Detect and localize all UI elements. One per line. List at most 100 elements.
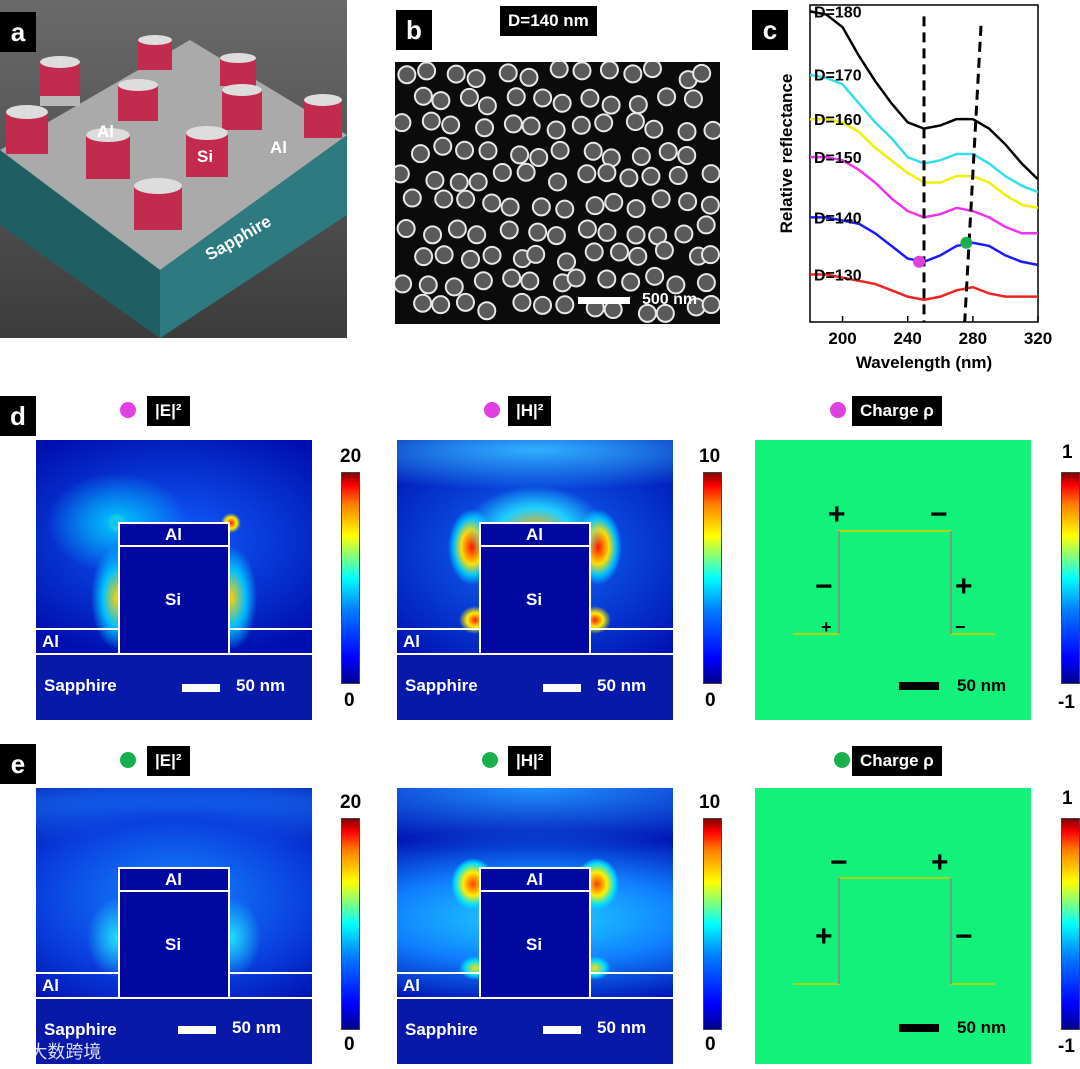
sem-particle (492, 162, 512, 182)
colorbar-max: 1 (1062, 442, 1073, 463)
sem-particle (520, 271, 540, 291)
label-al-top: Al (165, 525, 182, 544)
sem-particle (402, 188, 422, 208)
panel-label-d: d (0, 396, 36, 436)
sem-particle (700, 245, 720, 265)
sem-particle (459, 87, 479, 107)
field-map-d-e: Al Si Al Sapphire 50 nm (36, 440, 312, 720)
sem-particle (584, 242, 604, 262)
colorbar-min: 0 (705, 1034, 716, 1055)
label-al-film: Al (42, 632, 59, 651)
sem-particle (628, 95, 648, 115)
sem-particle (572, 62, 592, 81)
sem-particle (594, 113, 614, 133)
sem-particle (500, 197, 520, 217)
colorbar-max: 20 (340, 446, 362, 467)
panel-a-render (0, 0, 347, 338)
watermark: ◎ 大数跨境 (8, 1038, 101, 1064)
series-label: D=150 (814, 150, 862, 167)
sem-particle (654, 240, 674, 260)
colorbar-max: 10 (699, 446, 721, 467)
series-label: D=170 (814, 68, 862, 85)
sem-particle (467, 225, 487, 245)
x-tick-label: 200 (828, 329, 856, 348)
sem-particle (683, 89, 703, 109)
sem-particle (571, 115, 591, 135)
sem-particle (468, 172, 488, 192)
sem-particle (396, 219, 416, 239)
scalebar (543, 684, 581, 692)
panel-label-b: b (396, 10, 432, 50)
sem-particle (446, 64, 466, 84)
nanopillar-3d-illustration (0, 35, 347, 338)
sem-particle (447, 219, 467, 239)
x-tick-label: 240 (894, 329, 922, 348)
sem-particle (478, 141, 498, 161)
pillar (6, 35, 342, 230)
sem-particle (623, 64, 643, 84)
colorbar-min: -1 (1058, 692, 1075, 713)
green-marker-dot (482, 752, 498, 768)
sem-particle (531, 197, 551, 217)
charge-sign: − (955, 920, 973, 953)
sem-particle (395, 113, 412, 133)
sem-particle (631, 146, 651, 166)
sem-particle (597, 269, 617, 289)
sem-particle (651, 189, 671, 209)
field-map-e-h: Al Si Al Sapphire 50 nm (397, 788, 673, 1064)
sem-particle (597, 163, 617, 183)
label-sapphire: Sapphire (44, 676, 117, 695)
scalebar (178, 1026, 216, 1034)
label-al-top: Al (526, 870, 543, 889)
sem-particle (434, 245, 454, 265)
scalebar-label: 50 nm (597, 676, 647, 695)
sem-particle (557, 252, 577, 272)
sem-particle (502, 268, 522, 288)
charge-sign: + (955, 570, 973, 603)
label-si: Si (526, 590, 543, 609)
d-title-charge: Charge ρ (852, 396, 942, 426)
e-title-h: |H|² (508, 746, 552, 776)
sem-particle (461, 249, 481, 269)
label-al-top: Al (165, 870, 182, 889)
sem-particle (421, 111, 441, 131)
sem-particle (431, 91, 451, 111)
sem-particle (519, 67, 539, 87)
colorbar-min: -1 (1058, 1036, 1075, 1057)
sem-particle (425, 170, 445, 190)
charge-sign: − (955, 617, 966, 637)
pink-marker-dot (484, 402, 500, 418)
x-axis-label: Wavelength (nm) (856, 353, 992, 372)
sem-particle (703, 120, 720, 140)
colorbar (341, 818, 360, 1030)
sem-particle (619, 168, 639, 188)
series-label: D=160 (814, 112, 862, 129)
sem-particle (521, 116, 541, 136)
sem-particle (417, 62, 437, 81)
sem-particle (395, 274, 413, 294)
sem-particle (456, 189, 476, 209)
sem-particle (585, 196, 605, 216)
sem-particle (700, 195, 720, 215)
sem-particle (482, 245, 502, 265)
label-al-film: Al (403, 632, 420, 651)
colorbar-max: 20 (340, 792, 362, 813)
sem-particle (546, 120, 566, 140)
sem-particle (546, 226, 566, 246)
pink-marker-dot (120, 402, 136, 418)
label-si: Si (197, 147, 214, 166)
sem-particle (668, 166, 688, 186)
sem-particle (657, 87, 677, 107)
sem-particle (644, 119, 664, 139)
sem-particle (552, 93, 572, 113)
colorbar-min: 0 (705, 690, 716, 711)
sem-particle (548, 172, 568, 192)
watermark-text: 大数跨境 (29, 1042, 102, 1063)
label-sapphire: Sapphire (44, 1020, 117, 1039)
sem-particle (628, 246, 648, 266)
y-axis-label: Relative reflectance (777, 74, 796, 234)
sem-particle (498, 63, 518, 83)
sem-particle (477, 96, 497, 116)
sem-particle (566, 268, 586, 288)
sem-particle (626, 199, 646, 219)
